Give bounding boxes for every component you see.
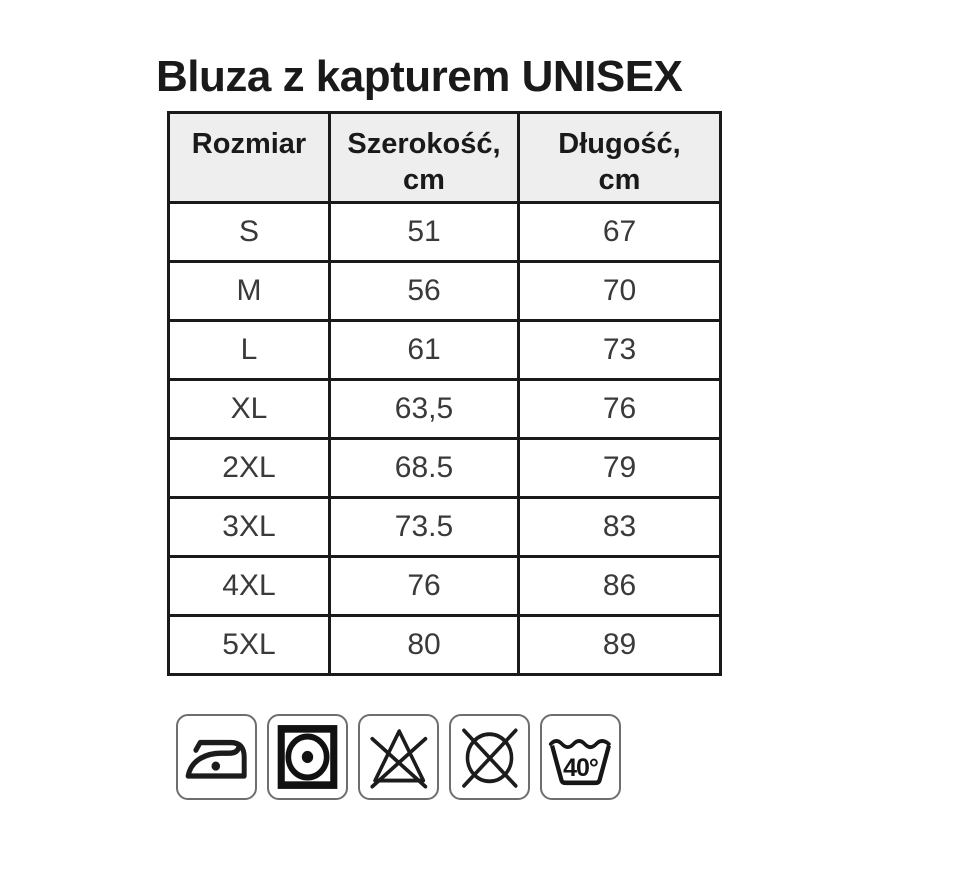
- width-cell: 68.5: [328, 437, 520, 499]
- length-cell: 86: [517, 555, 722, 617]
- size-cell: 4XL: [167, 555, 331, 617]
- table-header-row: Rozmiar Szerokość, cm Długość, cm: [167, 111, 722, 204]
- care-symbols-row: 40°: [176, 714, 621, 800]
- table-row: 2XL 68.5 79: [167, 437, 722, 499]
- column-header-length: Długość, cm: [517, 111, 722, 204]
- length-cell: 83: [517, 496, 722, 558]
- length-cell: 73: [517, 319, 722, 381]
- table-row: 3XL 73.5 83: [167, 496, 722, 558]
- table-row: M 56 70: [167, 260, 722, 322]
- table-row: L 61 73: [167, 319, 722, 381]
- size-cell: 3XL: [167, 496, 331, 558]
- size-cell: L: [167, 319, 331, 381]
- width-cell: 73.5: [328, 496, 520, 558]
- size-cell: 2XL: [167, 437, 331, 499]
- width-cell: 51: [328, 201, 520, 263]
- width-cell: 63,5: [328, 378, 520, 440]
- column-header-width: Szerokość, cm: [328, 111, 520, 204]
- length-cell: 79: [517, 437, 722, 499]
- page-title: Bluza z kapturem UNISEX: [156, 52, 683, 101]
- do-not-bleach-icon: [358, 714, 439, 800]
- size-cell: S: [167, 201, 331, 263]
- size-cell: M: [167, 260, 331, 322]
- width-cell: 76: [328, 555, 520, 617]
- table-row: XL 63,5 76: [167, 378, 722, 440]
- column-header-size: Rozmiar: [167, 111, 331, 204]
- length-cell: 89: [517, 614, 722, 676]
- size-cell: XL: [167, 378, 331, 440]
- iron-low-temperature-icon: [176, 714, 257, 800]
- length-cell: 76: [517, 378, 722, 440]
- table-row: S 51 67: [167, 201, 722, 263]
- do-not-dry-clean-icon: [449, 714, 530, 800]
- width-cell: 56: [328, 260, 520, 322]
- table-row: 5XL 80 89: [167, 614, 722, 676]
- length-cell: 67: [517, 201, 722, 263]
- width-cell: 61: [328, 319, 520, 381]
- tumble-dry-low-heat-icon: [267, 714, 348, 800]
- table-row: 4XL 76 86: [167, 555, 722, 617]
- size-chart-table: Rozmiar Szerokość, cm Długość, cm S 51 6…: [167, 111, 722, 676]
- wash-temperature-label: 40°: [563, 754, 599, 782]
- width-cell: 80: [328, 614, 520, 676]
- size-cell: 5XL: [167, 614, 331, 676]
- machine-wash-40-icon: 40°: [540, 714, 621, 800]
- length-cell: 70: [517, 260, 722, 322]
